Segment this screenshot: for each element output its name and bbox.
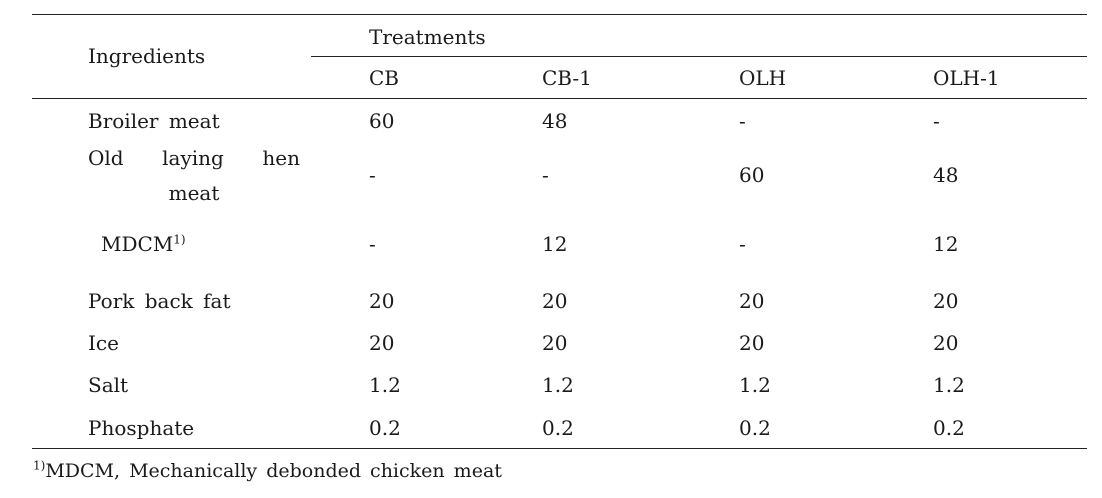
cell-broiler-olh-1: - bbox=[933, 109, 940, 133]
footnote-text: MDCM, Mechanically debonded chicken meat bbox=[45, 460, 502, 482]
cell-ice-cb: 20 bbox=[369, 331, 395, 355]
cell-phosphate-olh-1: 0.2 bbox=[933, 416, 965, 440]
row-label-salt: Salt bbox=[88, 373, 129, 397]
cell-phosphate-cb-1: 0.2 bbox=[542, 416, 574, 440]
header-bottom-rule bbox=[32, 98, 1087, 99]
cell-pork-cb-1: 20 bbox=[542, 289, 568, 313]
row-label-ice: Ice bbox=[88, 331, 119, 355]
cell-salt-olh: 1.2 bbox=[739, 373, 771, 397]
cell-olh-meat-olh-1: 48 bbox=[933, 163, 959, 187]
row-label-phosphate: Phosphate bbox=[88, 416, 195, 440]
table-bottom-rule bbox=[32, 448, 1087, 449]
cell-mdcm-olh-1: 12 bbox=[933, 232, 959, 256]
table-footnote: 1)MDCM, Mechanically debonded chicken me… bbox=[33, 459, 502, 483]
row-label-meat: meat bbox=[168, 181, 220, 205]
cell-olh-meat-cb: - bbox=[369, 163, 376, 187]
footnote-marker: 1) bbox=[173, 232, 186, 247]
cell-mdcm-olh: - bbox=[739, 232, 746, 256]
cell-pork-olh: 20 bbox=[739, 289, 765, 313]
column-header-olh-1: OLH-1 bbox=[933, 66, 1000, 90]
cell-salt-cb: 1.2 bbox=[369, 373, 401, 397]
row-label-pork-back-fat: Pork back fat bbox=[88, 289, 231, 313]
cell-phosphate-olh: 0.2 bbox=[739, 416, 771, 440]
cell-broiler-cb: 60 bbox=[369, 109, 395, 133]
row-label-word: hen bbox=[262, 146, 300, 170]
cell-broiler-cb-1: 48 bbox=[542, 109, 568, 133]
mdcm-text: MDCM bbox=[101, 232, 174, 256]
cell-ice-olh-1: 20 bbox=[933, 331, 959, 355]
table-top-rule bbox=[32, 14, 1087, 15]
cell-mdcm-cb: - bbox=[369, 232, 376, 256]
treatments-header: Treatments bbox=[369, 25, 486, 49]
row-label-broiler-meat: Broiler meat bbox=[88, 109, 220, 133]
cell-pork-cb: 20 bbox=[369, 289, 395, 313]
cell-pork-olh-1: 20 bbox=[933, 289, 959, 313]
row-label-old-laying-hen: Old laying hen bbox=[88, 146, 300, 170]
cell-salt-cb-1: 1.2 bbox=[542, 373, 574, 397]
row-label-mdcm: MDCM1) bbox=[101, 232, 186, 256]
cell-phosphate-cb: 0.2 bbox=[369, 416, 401, 440]
cell-olh-meat-olh: 60 bbox=[739, 163, 765, 187]
footnote-marker: 1) bbox=[33, 458, 46, 473]
column-header-cb: CB bbox=[369, 66, 399, 90]
cell-broiler-olh: - bbox=[739, 109, 746, 133]
cell-ice-olh: 20 bbox=[739, 331, 765, 355]
cell-mdcm-cb-1: 12 bbox=[542, 232, 568, 256]
cell-olh-meat-cb-1: - bbox=[542, 163, 549, 187]
ingredients-header: Ingredients bbox=[88, 44, 206, 68]
treatments-underline bbox=[311, 56, 1087, 57]
column-header-cb-1: CB-1 bbox=[542, 66, 592, 90]
cell-salt-olh-1: 1.2 bbox=[933, 373, 965, 397]
row-label-word: Old bbox=[88, 146, 124, 170]
cell-ice-cb-1: 20 bbox=[542, 331, 568, 355]
row-label-word: laying bbox=[162, 146, 224, 170]
column-header-olh: OLH bbox=[739, 66, 787, 90]
